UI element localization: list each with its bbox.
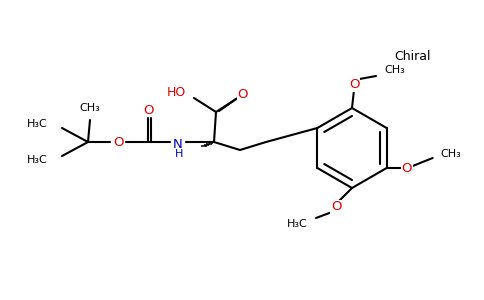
Text: N: N — [173, 137, 183, 151]
Text: H₃C: H₃C — [27, 119, 48, 129]
Text: O: O — [113, 136, 123, 148]
Text: O: O — [238, 88, 248, 100]
Text: H: H — [175, 149, 183, 159]
Text: CH₃: CH₃ — [440, 149, 461, 159]
Text: H₃C: H₃C — [287, 219, 308, 229]
Text: Chiral: Chiral — [394, 50, 430, 62]
Text: O: O — [144, 103, 154, 116]
Text: O: O — [401, 161, 412, 175]
Text: H₃C: H₃C — [27, 155, 48, 165]
Text: CH₃: CH₃ — [80, 103, 100, 113]
Text: HO: HO — [167, 85, 186, 98]
Text: O: O — [331, 200, 341, 214]
Text: CH₃: CH₃ — [384, 65, 405, 75]
Text: O: O — [349, 79, 359, 92]
